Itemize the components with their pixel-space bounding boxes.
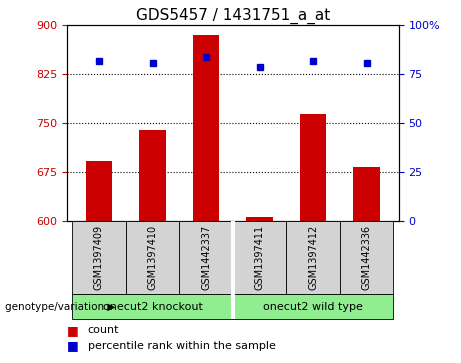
Text: GSM1397412: GSM1397412	[308, 225, 318, 290]
Bar	[72, 294, 233, 319]
Title: GDS5457 / 1431751_a_at: GDS5457 / 1431751_a_at	[136, 8, 330, 24]
Bar	[179, 221, 233, 294]
Bar	[86, 161, 112, 221]
Bar	[233, 221, 286, 294]
Text: onecut2 knockout: onecut2 knockout	[102, 302, 202, 312]
Bar	[246, 217, 273, 221]
Bar	[72, 221, 126, 294]
Text: GSM1442336: GSM1442336	[361, 225, 372, 290]
Text: ■: ■	[67, 339, 78, 352]
Text: percentile rank within the sample: percentile rank within the sample	[88, 340, 276, 351]
Bar	[300, 114, 326, 221]
Text: GSM1397410: GSM1397410	[148, 225, 158, 290]
Bar	[286, 221, 340, 294]
Text: onecut2 wild type: onecut2 wild type	[263, 302, 363, 312]
Text: GSM1442337: GSM1442337	[201, 225, 211, 290]
Bar	[340, 221, 393, 294]
Bar	[126, 221, 179, 294]
Text: genotype/variation ▶: genotype/variation ▶	[5, 302, 115, 312]
Text: GSM1397411: GSM1397411	[254, 225, 265, 290]
Bar	[353, 167, 380, 221]
Bar	[233, 294, 393, 319]
Bar	[193, 35, 219, 221]
Text: GSM1397409: GSM1397409	[94, 225, 104, 290]
Text: count: count	[88, 325, 119, 335]
Text: ■: ■	[67, 324, 78, 337]
Bar	[139, 130, 166, 221]
